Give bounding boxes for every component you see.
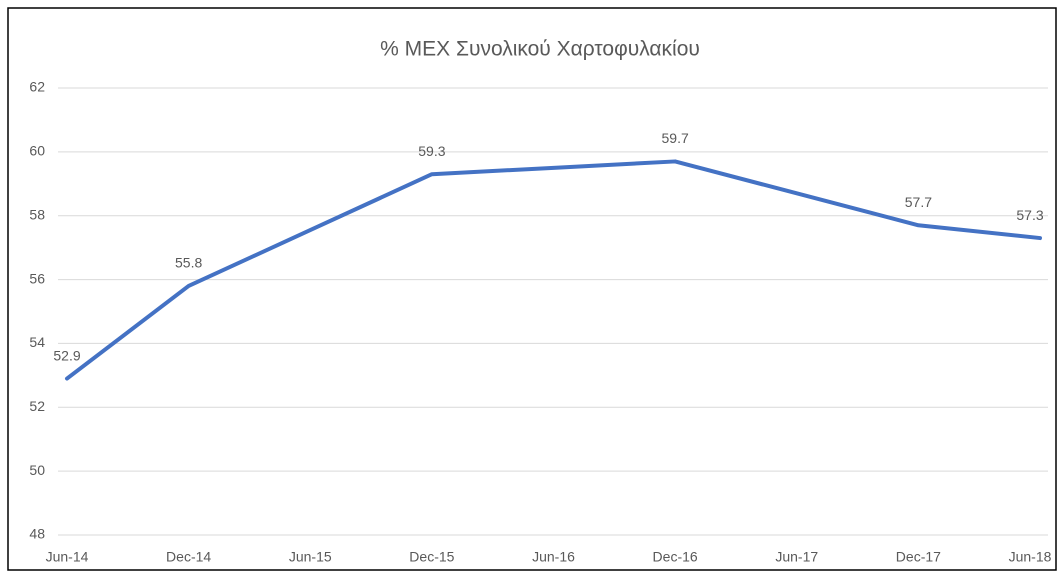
data-label: 52.9 [53,347,80,363]
data-label: 55.8 [175,255,202,271]
data-label: 57.7 [905,194,932,210]
x-tick-label: Dec-15 [409,549,454,565]
y-tick-label: 52 [29,398,45,414]
y-tick-label: 54 [29,334,45,350]
chart-border [7,7,1057,571]
x-tick-label: Dec-16 [653,549,698,565]
data-label: 59.7 [662,130,689,146]
y-tick-label: 58 [29,206,45,222]
y-tick-label: 56 [29,270,45,286]
y-tick-label: 50 [29,462,45,478]
x-tick-label: Dec-17 [896,549,941,565]
x-tick-label: Jun-16 [532,549,575,565]
x-tick-label: Dec-14 [166,549,211,565]
y-tick-label: 48 [29,526,45,542]
data-label: 59.3 [418,143,445,159]
x-tick-label: Jun-14 [46,549,89,565]
line [65,159,1042,381]
chart-title: % ΜΕΧ Συνολικού Χαρτοφυλακίου [380,38,700,61]
x-tick-label: Jun-15 [289,549,332,565]
y-tick-label: 60 [29,143,45,159]
y-tick-label: 62 [29,79,45,95]
x-tick-label: Jun-17 [775,549,818,565]
x-tick-label: Jun-18 [1009,549,1052,565]
data-label: 57.3 [1016,207,1043,223]
